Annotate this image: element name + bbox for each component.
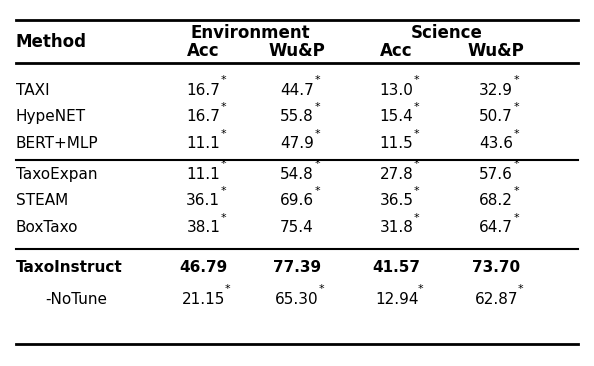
Text: 41.57: 41.57 bbox=[372, 259, 421, 274]
Text: *: * bbox=[221, 159, 226, 169]
Text: -NoTune: -NoTune bbox=[45, 292, 107, 307]
Text: *: * bbox=[414, 213, 420, 223]
Text: 31.8: 31.8 bbox=[380, 220, 413, 235]
Text: *: * bbox=[514, 128, 519, 139]
Text: Wu&P: Wu&P bbox=[467, 42, 525, 60]
Text: *: * bbox=[414, 75, 420, 85]
Text: Acc: Acc bbox=[187, 42, 220, 60]
Text: Acc: Acc bbox=[380, 42, 413, 60]
Text: Environment: Environment bbox=[190, 24, 310, 42]
Text: 46.79: 46.79 bbox=[179, 259, 228, 274]
Text: 54.8: 54.8 bbox=[280, 167, 314, 182]
Text: TAXI: TAXI bbox=[16, 82, 49, 97]
Text: 36.1: 36.1 bbox=[187, 193, 220, 208]
Text: 21.15: 21.15 bbox=[182, 292, 225, 307]
Text: *: * bbox=[315, 128, 320, 139]
Text: Wu&P: Wu&P bbox=[268, 42, 326, 60]
Text: 65.30: 65.30 bbox=[275, 292, 319, 307]
Text: 16.7: 16.7 bbox=[187, 82, 220, 97]
Text: BERT+MLP: BERT+MLP bbox=[16, 136, 99, 151]
Text: 11.5: 11.5 bbox=[380, 136, 413, 151]
Text: 57.6: 57.6 bbox=[479, 167, 513, 182]
Text: Science: Science bbox=[410, 24, 482, 42]
Text: 73.70: 73.70 bbox=[472, 259, 520, 274]
Text: 47.9: 47.9 bbox=[280, 136, 314, 151]
Text: 11.1: 11.1 bbox=[187, 136, 220, 151]
Text: BoxTaxo: BoxTaxo bbox=[16, 220, 78, 235]
Text: 36.5: 36.5 bbox=[380, 193, 413, 208]
Text: 43.6: 43.6 bbox=[479, 136, 513, 151]
Text: *: * bbox=[514, 159, 519, 169]
Text: 13.0: 13.0 bbox=[380, 82, 413, 97]
Text: 62.87: 62.87 bbox=[475, 292, 518, 307]
Text: HypeNET: HypeNET bbox=[16, 109, 86, 124]
Text: 11.1: 11.1 bbox=[187, 167, 220, 182]
Text: TaxoExpan: TaxoExpan bbox=[16, 167, 97, 182]
Text: *: * bbox=[418, 284, 424, 294]
Text: STEAM: STEAM bbox=[16, 193, 68, 208]
Text: *: * bbox=[221, 75, 226, 85]
Text: *: * bbox=[225, 284, 230, 294]
Text: TaxoInstruct: TaxoInstruct bbox=[16, 259, 122, 274]
Text: *: * bbox=[221, 213, 226, 223]
Text: 77.39: 77.39 bbox=[273, 259, 321, 274]
Text: *: * bbox=[315, 159, 320, 169]
Text: *: * bbox=[221, 102, 226, 112]
Text: *: * bbox=[221, 186, 226, 196]
Text: *: * bbox=[414, 186, 420, 196]
Text: 50.7: 50.7 bbox=[479, 109, 513, 124]
Text: *: * bbox=[414, 128, 420, 139]
Text: 68.2: 68.2 bbox=[479, 193, 513, 208]
Text: *: * bbox=[514, 102, 519, 112]
Text: Method: Method bbox=[16, 33, 87, 51]
Text: *: * bbox=[315, 75, 320, 85]
Text: 38.1: 38.1 bbox=[187, 220, 220, 235]
Text: 55.8: 55.8 bbox=[280, 109, 314, 124]
Text: 44.7: 44.7 bbox=[280, 82, 314, 97]
Text: *: * bbox=[514, 186, 519, 196]
Text: *: * bbox=[315, 186, 320, 196]
Text: 16.7: 16.7 bbox=[187, 109, 220, 124]
Text: *: * bbox=[414, 102, 420, 112]
Text: 15.4: 15.4 bbox=[380, 109, 413, 124]
Text: 27.8: 27.8 bbox=[380, 167, 413, 182]
Text: 12.94: 12.94 bbox=[375, 292, 418, 307]
Text: *: * bbox=[318, 284, 324, 294]
Text: *: * bbox=[414, 159, 420, 169]
Text: *: * bbox=[517, 284, 523, 294]
Text: 32.9: 32.9 bbox=[479, 82, 513, 97]
Text: *: * bbox=[514, 75, 519, 85]
Text: *: * bbox=[221, 128, 226, 139]
Text: 64.7: 64.7 bbox=[479, 220, 513, 235]
Text: *: * bbox=[315, 102, 320, 112]
Text: 69.6: 69.6 bbox=[280, 193, 314, 208]
Text: 75.4: 75.4 bbox=[280, 220, 314, 235]
Text: *: * bbox=[514, 213, 519, 223]
